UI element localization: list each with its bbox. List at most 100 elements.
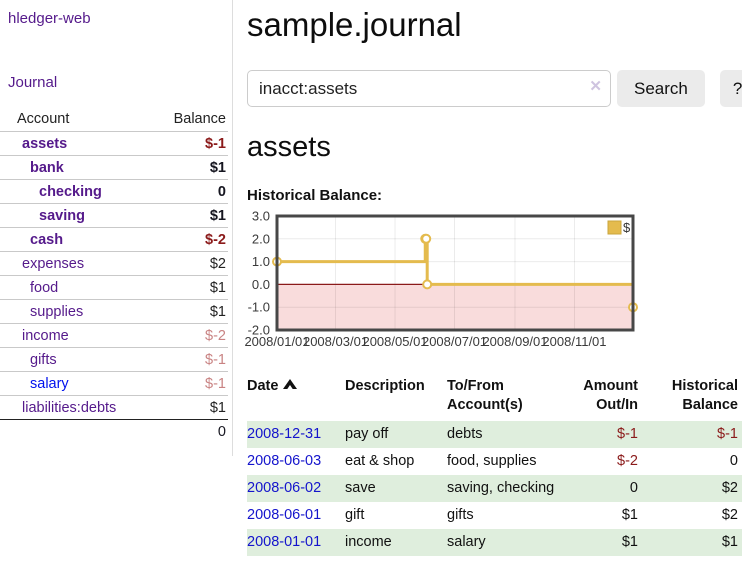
cell-description: income	[345, 534, 392, 550]
cell-accounts: saving, checking	[447, 480, 555, 496]
account-link[interactable]: food	[30, 279, 59, 296]
sort-ascending-icon	[283, 377, 298, 396]
account-link[interactable]: assets	[22, 135, 68, 152]
transaction-date-link[interactable]: 2008-06-02	[247, 480, 322, 496]
account-row: expenses $2	[0, 251, 228, 276]
chart-title: Historical Balance:	[247, 187, 383, 204]
account-row: checking 0	[0, 179, 228, 204]
account-balance: $-1	[155, 347, 228, 372]
main-content: sample.journal ✕ Search ? assets Histori…	[244, 0, 742, 556]
register-col-accounts[interactable]: To/From Account(s)	[447, 378, 523, 413]
data-point-marker	[422, 279, 433, 290]
svg-text:2008/07/01: 2008/07/01	[422, 334, 487, 349]
nav-journal-link[interactable]: Journal	[8, 74, 58, 91]
app-brand-link[interactable]: hledger-web	[8, 10, 91, 27]
account-balance: $1	[155, 395, 228, 420]
transaction-date-link[interactable]: 2008-06-01	[247, 507, 322, 523]
accounts-col-account: Account	[17, 111, 70, 127]
account-link[interactable]: saving	[39, 207, 85, 224]
cell-date[interactable]: 2008-01-01	[247, 529, 345, 556]
svg-text:2008/09/01: 2008/09/01	[482, 334, 547, 349]
register-row[interactable]: 2008-01-01 income salary $1 $1	[247, 529, 742, 556]
account-link[interactable]: supplies	[30, 303, 84, 320]
account-balance: $1	[155, 155, 228, 180]
account-heading: assets	[247, 131, 331, 163]
register-col-description[interactable]: Description	[345, 378, 425, 394]
accounts-total-balance: 0	[155, 419, 228, 443]
legend-label: $	[623, 220, 631, 235]
historical-balance-chart: 3.0 2.0 1.0 0.0 -1.0 -2.02008/01/012008/03/01…	[244, 210, 638, 349]
account-row: food $1	[0, 275, 228, 300]
clear-search-icon[interactable]: ✕	[589, 78, 602, 95]
account-row: salary $-1	[0, 371, 228, 396]
account-row: bank $1	[0, 155, 228, 180]
account-row: supplies $1	[0, 299, 228, 324]
negative-region	[277, 284, 633, 330]
account-link[interactable]: cash	[30, 231, 64, 248]
svg-text:2008/01/01: 2008/01/01	[244, 334, 309, 349]
account-link[interactable]: salary	[30, 375, 69, 392]
accounts-total-row: 0	[0, 419, 228, 443]
account-balance: $-1	[155, 371, 228, 396]
legend-swatch	[607, 220, 622, 235]
account-balance: $-2	[155, 227, 228, 252]
cell-amount: $-1	[617, 426, 638, 442]
cell-amount: $1	[621, 507, 638, 523]
account-link[interactable]: checking	[39, 183, 102, 200]
register-col-balance[interactable]: Historical Balance	[671, 378, 738, 413]
transaction-date-link[interactable]: 2008-01-01	[247, 534, 322, 550]
accounts-col-balance: Balance	[173, 111, 226, 127]
account-link[interactable]: bank	[30, 159, 64, 176]
register-table: Date Description To/From Account(s) Amou…	[247, 375, 742, 556]
svg-text:2008/03/01: 2008/03/01	[303, 334, 368, 349]
account-row: income $-2	[0, 323, 228, 348]
cell-balance: $2	[721, 507, 738, 523]
svg-text:2.0: 2.0	[252, 231, 270, 246]
search-bar: ✕ Search ?	[247, 70, 742, 107]
svg-text:2008/11/01: 2008/11/01	[542, 334, 606, 349]
register-col-date[interactable]: Date	[247, 375, 345, 421]
account-link[interactable]: income	[22, 327, 69, 344]
cell-amount: 0	[629, 480, 638, 496]
register-row[interactable]: 2008-06-02 save saving, checking 0 $2	[247, 475, 742, 502]
account-balance: $1	[155, 275, 228, 300]
account-link[interactable]: expenses	[22, 255, 85, 272]
cell-date[interactable]: 2008-06-01	[247, 502, 345, 529]
cell-description: eat & shop	[345, 453, 415, 469]
svg-text:0.0: 0.0	[252, 277, 270, 292]
account-row: gifts $-1	[0, 347, 228, 372]
search-button[interactable]: Search	[617, 70, 705, 107]
chart-border	[275, 214, 635, 332]
page-title: sample.journal	[247, 6, 462, 43]
cell-description: save	[345, 480, 376, 496]
cell-date[interactable]: 2008-06-03	[247, 448, 345, 475]
account-balance: $2	[155, 251, 228, 276]
cell-accounts: debts	[447, 426, 483, 442]
cell-date[interactable]: 2008-12-31	[247, 421, 345, 448]
search-input[interactable]	[247, 70, 611, 107]
svg-text:1.0: 1.0	[252, 254, 270, 269]
cell-accounts: gifts	[447, 507, 474, 523]
account-balance: 0	[155, 179, 228, 204]
account-link[interactable]: gifts	[30, 351, 57, 368]
register-row[interactable]: 2008-06-01 gift gifts $1 $2	[247, 502, 742, 529]
svg-text:-2.0: -2.0	[248, 323, 270, 338]
account-balance: $1	[155, 299, 228, 324]
sidebar: hledger-web Journal Account Balance asse…	[0, 0, 233, 456]
register-col-amount[interactable]: Amount Out/In	[583, 378, 638, 413]
cell-balance: $2	[721, 480, 738, 496]
help-button[interactable]: ?	[719, 70, 742, 107]
register-row[interactable]: 2008-06-03 eat & shop food, supplies $-2 0	[247, 448, 742, 475]
cell-date[interactable]: 2008-06-02	[247, 475, 345, 502]
account-balance: $1	[155, 203, 228, 228]
account-row: liabilities:debts $1	[0, 395, 228, 420]
account-row: assets $-1	[0, 131, 228, 156]
account-balance: $-2	[155, 323, 228, 348]
transaction-date-link[interactable]: 2008-12-31	[247, 426, 322, 442]
account-link[interactable]: liabilities:debts	[22, 399, 117, 416]
svg-text:2008/05/01: 2008/05/01	[362, 334, 427, 349]
cell-balance: $1	[721, 534, 738, 550]
register-row[interactable]: 2008-12-31 pay off debts $-1 $-1	[247, 421, 742, 448]
transaction-date-link[interactable]: 2008-06-03	[247, 453, 322, 469]
register-body: 2008-12-31 pay off debts $-1 $-1 2008-06-03 ea…	[247, 421, 742, 556]
